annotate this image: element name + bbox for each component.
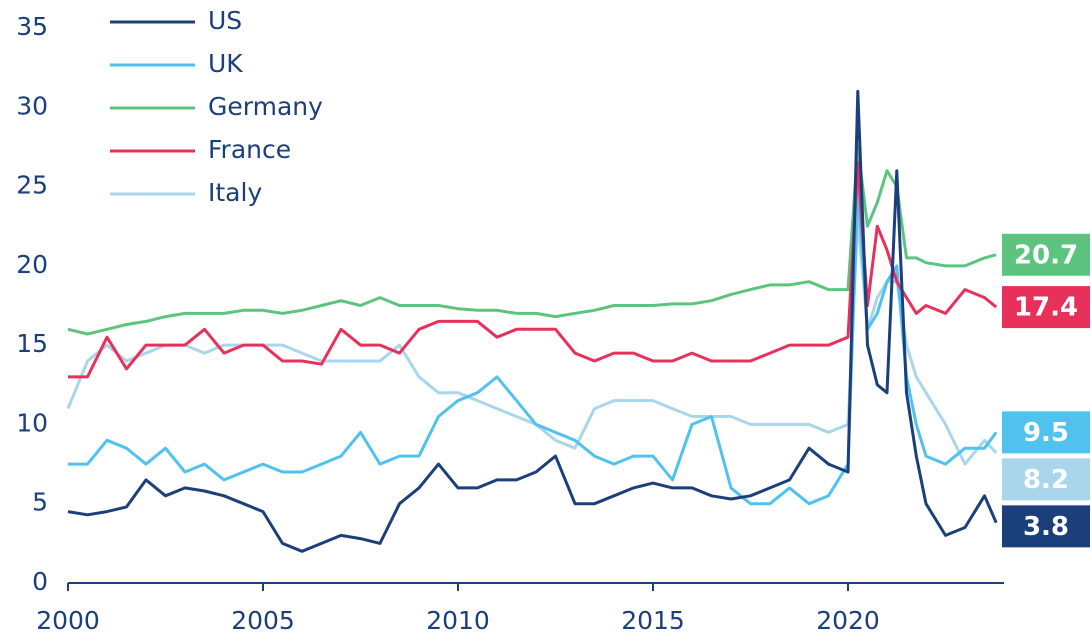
series-line — [66, 216, 998, 466]
legend-label: Italy — [208, 178, 262, 207]
series-line — [68, 185, 998, 506]
x-tick-label: 2020 — [816, 606, 880, 635]
y-tick-label: 25 — [16, 171, 48, 200]
end-label: 17.4 — [1014, 293, 1078, 323]
end-label: 9.5 — [1023, 418, 1069, 448]
x-tick-label: 2010 — [426, 606, 490, 635]
legend-label: France — [208, 135, 291, 164]
end-label: 3.8 — [1023, 512, 1069, 542]
x-tick-label: 2015 — [621, 606, 685, 635]
legend-label: US — [208, 6, 242, 35]
legend-label: UK — [208, 49, 243, 78]
end-label-box — [1002, 286, 1090, 329]
y-tick-label: 10 — [16, 408, 48, 437]
y-tick-label: 5 — [32, 488, 48, 517]
end-label: 20.7 — [1014, 240, 1078, 270]
series-line — [67, 89, 998, 553]
y-tick-label: 20 — [16, 250, 48, 279]
x-tick-label: 2005 — [231, 606, 295, 635]
legend-label: Germany — [208, 92, 323, 121]
end-label-box — [1002, 505, 1090, 548]
end-label-box — [1002, 233, 1090, 276]
y-tick-label: 0 — [32, 567, 48, 596]
y-tick-label: 15 — [16, 329, 48, 358]
y-tick-label: 35 — [16, 12, 48, 41]
x-tick-label: 2000 — [36, 606, 100, 635]
series-line — [67, 145, 997, 336]
end-label: 8.2 — [1023, 465, 1069, 495]
series-line — [68, 161, 998, 379]
y-tick-label: 30 — [16, 91, 48, 120]
end-label-box — [1002, 458, 1090, 501]
end-label-box — [1002, 411, 1090, 454]
